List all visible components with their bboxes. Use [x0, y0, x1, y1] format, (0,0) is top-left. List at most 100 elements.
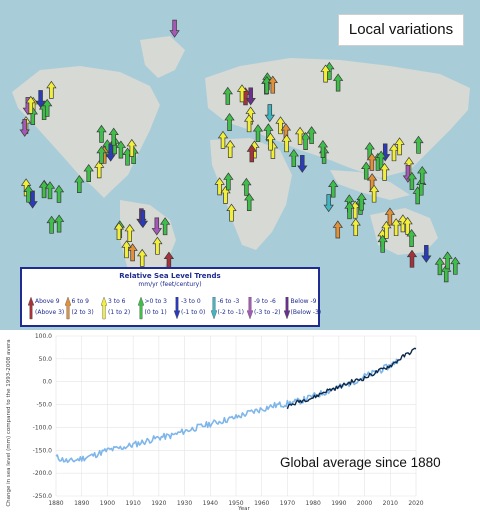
station-arrow-icon: [406, 228, 417, 247]
station-arrow-icon: [236, 84, 248, 103]
greenland-landmass: [140, 36, 185, 78]
station-arrow-icon: [306, 126, 317, 145]
station-arrow-icon: [356, 192, 367, 211]
station-arrow-icon: [450, 256, 461, 275]
station-arrow-icon: [394, 137, 405, 156]
x-tick-label: 1890: [74, 500, 89, 507]
station-arrow-icon: [267, 75, 278, 94]
y-tick-label: 0.0: [42, 379, 52, 386]
station-arrow-icon: [288, 148, 299, 167]
legend-item-mm: >0 to 3: [144, 298, 168, 305]
x-tick-label: 1960: [254, 500, 269, 507]
legend-arrow-icon: [28, 297, 34, 320]
station-arrow-icon: [323, 194, 334, 213]
station-arrow-icon: [124, 223, 135, 242]
x-tick-label: 1980: [306, 500, 321, 507]
series-line: [286, 347, 417, 410]
station-arrow-icon: [96, 124, 107, 143]
station-arrow-icon: [421, 244, 432, 263]
legend-item-ft: (Below -3): [290, 309, 322, 316]
x-tick-label: 1970: [280, 500, 295, 507]
legend-item: Below -9 (Below -3): [283, 295, 322, 323]
y-tick-label: -50.0: [36, 402, 52, 409]
legend-item: -6 to -3 (-2 to -1): [210, 295, 247, 323]
station-arrow-icon: [377, 234, 388, 253]
station-arrows: [19, 19, 461, 283]
station-arrow-icon: [115, 140, 127, 159]
station-arrow-icon: [442, 251, 453, 270]
station-arrow-icon: [434, 257, 446, 276]
station-arrow-icon: [137, 248, 148, 267]
station-arrow-icon: [332, 220, 343, 239]
x-tick-label: 1930: [177, 500, 192, 507]
legend-title: Relative Sea Level Trends: [119, 272, 221, 280]
y-axis-ticks: 100.0 50.0 0.0 -50.0 -100.0 -150.0 -200.0 -250.…: [33, 333, 53, 500]
station-arrow-icon: [417, 165, 428, 184]
station-arrow-icon: [83, 163, 94, 182]
legend-item: 3 to 6 (1 to 2): [101, 295, 137, 323]
x-tick-label: 1940: [203, 500, 218, 507]
x-tick-label: 1950: [228, 500, 243, 507]
station-arrow-icon: [379, 162, 390, 181]
station-arrow-icon: [23, 184, 34, 203]
y-tick-label: -150.0: [33, 447, 53, 454]
station-arrow-icon: [217, 130, 229, 149]
chart-series: [55, 347, 417, 464]
station-arrow-icon: [96, 145, 107, 164]
station-arrow-icon: [222, 86, 233, 105]
y-tick-label: 100.0: [35, 333, 52, 340]
station-arrow-icon: [264, 104, 275, 123]
legend-item-mm: -9 to -6: [254, 298, 276, 305]
legend-item-mm: Below -9: [290, 298, 317, 305]
x-tick-label: 1990: [331, 500, 346, 507]
legend-item: -3 to 0 (-1 to 0): [174, 295, 210, 323]
legend-units: mm/yr (feet/century): [138, 281, 202, 288]
legend-item-ft: (-1 to 0): [181, 309, 206, 316]
africa-landmass: [210, 138, 292, 250]
legend-arrow-icon: [283, 297, 290, 320]
map-legend: Relative Sea Level Trends mm/yr (feet/ce…: [20, 267, 322, 327]
legend-arrow-icon: [174, 297, 180, 320]
station-arrow-icon: [44, 181, 56, 200]
station-arrow-icon: [275, 116, 286, 135]
legend-item-mm: -3 to 0: [181, 298, 201, 305]
station-arrow-icon: [225, 139, 236, 158]
station-arrow-icon: [406, 171, 418, 190]
x-tick-label: 2010: [383, 500, 398, 507]
legend-item-mm: Above 9: [35, 298, 60, 305]
station-arrow-icon: [108, 127, 119, 146]
station-arrow-icon: [317, 139, 329, 158]
legend-item: >0 to 3 (0 to 1): [137, 295, 174, 323]
map-caption: Local variations: [338, 14, 464, 46]
x-tick-label: 1920: [151, 500, 166, 507]
station-arrow-icon: [223, 172, 234, 191]
x-tick-label: 1910: [126, 500, 141, 507]
station-arrow-icon: [246, 144, 257, 163]
legend-item-mm: 6 to 9: [71, 298, 89, 305]
station-arrow-icon: [297, 154, 308, 173]
station-arrow-icon: [46, 215, 57, 234]
legend-arrow-icon: [210, 297, 217, 320]
legend-item-ft: (1 to 2): [108, 309, 131, 316]
station-arrow-icon: [332, 73, 344, 92]
station-arrow-icon: [320, 64, 331, 83]
station-arrow-icon: [413, 135, 424, 154]
legend-arrow-icon: [101, 297, 107, 320]
station-arrow-icon: [368, 184, 380, 203]
legend-item: 6 to 9 (2 to 3): [64, 295, 101, 323]
y-tick-label: 50.0: [39, 356, 53, 363]
station-arrow-icon: [169, 19, 180, 38]
station-arrow-icon: [224, 112, 235, 131]
station-arrow-icon: [19, 118, 30, 137]
station-arrow-icon: [294, 126, 306, 145]
legend-item-ft: (Above 3): [35, 309, 65, 316]
station-arrow-icon: [244, 192, 255, 211]
station-arrow-icon: [243, 114, 255, 133]
station-arrow-icon: [151, 217, 162, 236]
station-arrow-icon: [252, 124, 264, 143]
x-axis-title: Year: [237, 506, 250, 512]
legend-item-ft: (0 to 1): [144, 309, 167, 316]
station-arrow-icon: [406, 249, 418, 268]
station-arrow-icon: [344, 201, 355, 220]
station-arrow-icon: [20, 178, 32, 197]
